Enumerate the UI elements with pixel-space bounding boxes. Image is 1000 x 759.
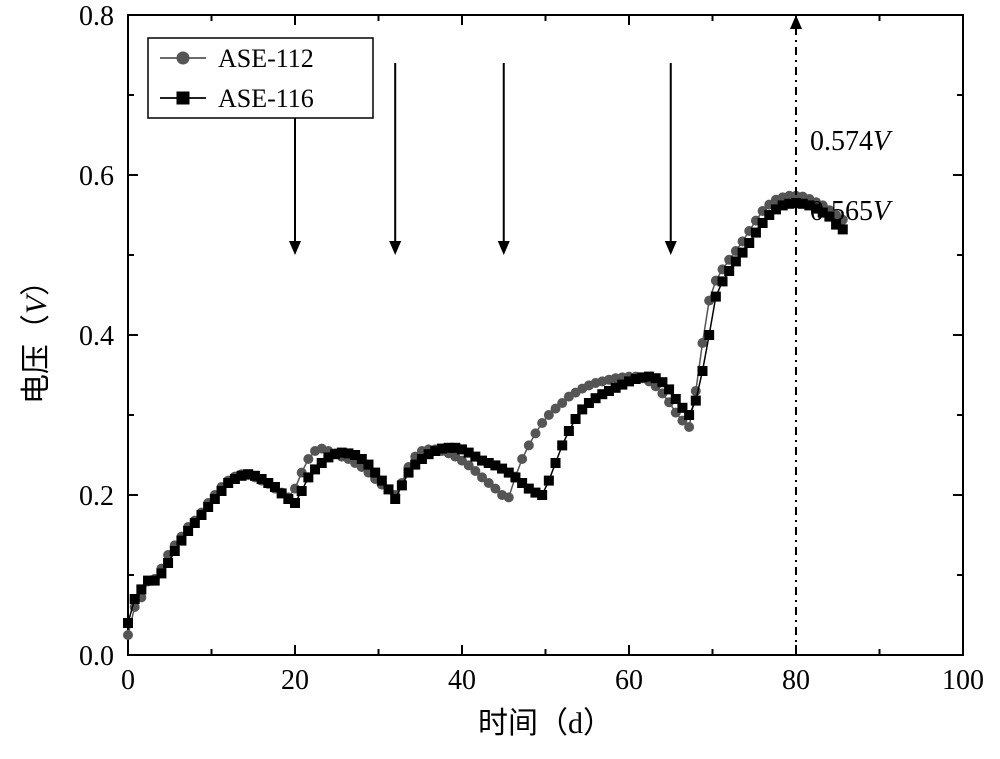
marker-square [571,414,581,424]
marker-square [537,490,547,500]
y-tick-label: 0.6 [79,161,114,192]
marker-square [731,256,741,266]
marker-square [684,410,694,420]
x-tick-label: 100 [942,665,984,696]
event-arrow-head [289,241,301,255]
x-tick-label: 20 [281,665,309,696]
marker-circle [524,440,534,450]
y-axis-title: 电压（V） [20,266,53,404]
marker-square [390,494,400,504]
event-arrow-head [665,241,677,255]
marker-square [176,536,186,546]
marker-square [123,618,133,628]
marker-square [544,476,554,486]
y-tick-label: 0.2 [79,481,114,512]
y-axis-title-group: 电压（V） [20,266,53,404]
marker-square [711,292,721,302]
event-arrow-head [389,241,401,255]
marker-square [297,486,307,496]
y-tick-label: 0.0 [79,641,114,672]
marker-square [718,276,728,286]
legend-label: ASE-116 [218,84,314,113]
x-tick-label: 80 [782,665,810,696]
event-arrow-head [498,241,510,255]
marker-square [697,366,707,376]
x-tick-label: 60 [615,665,643,696]
marker-square [377,476,387,486]
chart-container: 0.0 0.2 0.4 0.6 0.8 0 20 40 60 80 100 时间（d） 电压（V） 0.5… [0,0,1000,759]
x-tick-label: 0 [121,665,135,696]
marker-circle [123,630,133,640]
y-tick-label: 0.8 [79,1,114,32]
marker-circle [537,418,547,428]
marker-circle [303,454,313,464]
y-tick-label: 0.4 [79,321,114,352]
annotation-text: 0.565V [810,196,893,227]
marker-square [551,458,561,468]
marker-square [163,558,173,568]
marker-square [724,266,734,276]
vertical-guide-arrowhead [790,15,802,29]
legend: ASE-112 ASE-116 [148,38,373,118]
marker-square [130,594,140,604]
marker-square [156,568,166,578]
marker-square [664,384,674,394]
marker-square [136,584,146,594]
legend-marker-square [177,92,190,105]
marker-circle [504,492,514,502]
marker-circle [517,454,527,464]
marker-circle [530,428,540,438]
marker-square [691,396,701,406]
marker-square [290,498,300,508]
marker-square [170,546,180,556]
legend-marker-circle [177,52,190,65]
marker-square [557,440,567,450]
annotation-text: 0.574V [810,126,893,157]
marker-square [564,426,574,436]
chart-svg: 0.0 0.2 0.4 0.6 0.8 0 20 40 60 80 100 时间（d） 电压（V） 0.5… [0,0,1000,759]
marker-square [397,480,407,490]
marker-square [751,228,761,238]
legend-label: ASE-112 [218,44,314,73]
marker-square [738,248,748,258]
x-axis-title: 时间（d） [478,707,613,740]
marker-square [704,330,714,340]
marker-circle [684,422,694,432]
marker-square [744,238,754,248]
marker-square [671,394,681,404]
x-tick-label: 40 [448,665,476,696]
marker-square [384,484,394,494]
